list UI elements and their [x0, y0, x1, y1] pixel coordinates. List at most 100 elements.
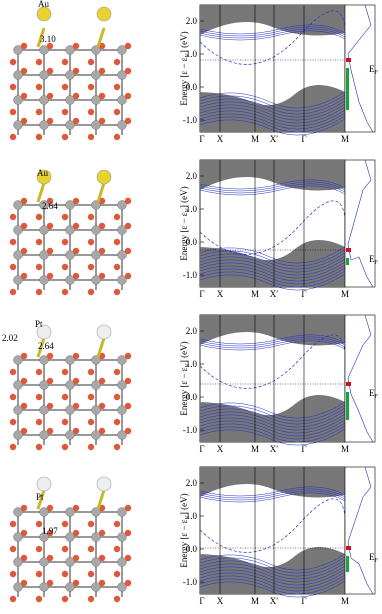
oxygen	[98, 402, 106, 410]
cation	[65, 355, 75, 365]
cation	[39, 532, 49, 542]
y-tick-label: 0.0	[186, 237, 198, 247]
adatom	[36, 476, 52, 492]
oxygen	[35, 83, 43, 91]
oxygen	[61, 108, 69, 116]
y-tick-label: -1.0	[183, 270, 198, 280]
k-label: Γ	[301, 444, 306, 454]
oxygen	[20, 67, 28, 75]
band-line	[199, 26, 346, 37]
oxygen	[46, 529, 54, 537]
oxygen	[124, 222, 132, 230]
band-line	[199, 416, 346, 434]
y-tick-label: 0.0	[186, 82, 198, 92]
oxygen	[61, 263, 69, 271]
cation	[13, 250, 23, 260]
cation	[13, 200, 23, 210]
k-label: Γ	[199, 596, 204, 606]
band-line	[199, 571, 346, 589]
cation	[39, 225, 49, 235]
bond	[96, 489, 106, 510]
band-line	[199, 249, 346, 267]
oxygen	[9, 288, 17, 296]
surface-band	[199, 498, 346, 553]
cation	[117, 582, 127, 592]
k-label: X	[217, 134, 224, 144]
oxygen	[35, 108, 43, 116]
text-part: ] (eV)	[179, 186, 189, 208]
band-line	[199, 115, 346, 133]
panel: Au 3.10 Γ X M X′ Γ M 2.0 1.0 0.0 -1.0 Energy [ε − εV…	[9, 0, 379, 144]
y-tick-label: 1.0	[186, 204, 198, 214]
cation	[117, 120, 127, 130]
y-tick-label: 1.0	[186, 49, 198, 59]
oxygen	[113, 418, 121, 426]
k-label: X	[217, 444, 224, 454]
oxygen	[124, 42, 132, 50]
cation	[13, 355, 23, 365]
cation	[39, 120, 49, 130]
oxygen	[113, 570, 121, 578]
surface-band	[199, 200, 346, 255]
band-line	[199, 492, 346, 503]
oxygen	[20, 529, 28, 537]
bond	[36, 27, 46, 48]
oxygen	[9, 263, 17, 271]
bond	[36, 489, 46, 510]
band-line	[199, 486, 346, 497]
oxygen	[61, 368, 69, 376]
cation	[117, 532, 127, 542]
k-label: X′	[270, 289, 278, 299]
oxygen	[87, 288, 95, 296]
oxygen	[20, 42, 28, 50]
oxygen	[124, 272, 132, 280]
oxygen	[72, 42, 80, 50]
cation	[13, 275, 23, 285]
cation	[91, 430, 101, 440]
oxygen	[72, 247, 80, 255]
distance-label: Au	[37, 168, 48, 178]
dos-proj	[346, 248, 351, 252]
dos-proj	[346, 258, 349, 265]
band-line	[199, 24, 346, 35]
text-part: V	[185, 207, 191, 212]
cation	[117, 45, 127, 55]
oxygen	[113, 368, 121, 376]
oxygen	[113, 133, 121, 141]
y-axis-label: Energy [ε − εV] (eV)	[179, 31, 191, 105]
band-line	[199, 267, 346, 285]
oxygen	[9, 393, 17, 401]
surface-band	[199, 10, 346, 65]
oxygen	[72, 579, 80, 587]
cation	[91, 532, 101, 542]
oxygen	[46, 402, 54, 410]
oxygen	[20, 117, 28, 125]
band-line	[199, 580, 346, 598]
oxygen	[9, 58, 17, 66]
cation	[39, 582, 49, 592]
dos-proj	[346, 556, 349, 572]
oxygen	[35, 570, 43, 578]
text-part: Energy [ε − ε	[179, 57, 189, 105]
cation	[117, 430, 127, 440]
cation	[39, 405, 49, 415]
y-tick-label: -1.0	[183, 115, 198, 125]
band-line	[199, 559, 346, 577]
cation	[65, 250, 75, 260]
oxygen	[124, 117, 132, 125]
text-part: E	[369, 552, 375, 562]
y-tick-label: 2.0	[186, 478, 198, 488]
distance-label: Au	[38, 0, 49, 9]
bond	[36, 337, 46, 358]
oxygen	[87, 213, 95, 221]
band-line	[199, 577, 346, 595]
oxygen	[35, 238, 43, 246]
oxygen	[46, 504, 54, 512]
text-part: F	[375, 70, 379, 76]
oxygen	[20, 92, 28, 100]
cation	[91, 225, 101, 235]
bond	[96, 337, 106, 358]
oxygen	[9, 520, 17, 528]
oxygen	[9, 133, 17, 141]
k-label: X′	[270, 596, 278, 606]
